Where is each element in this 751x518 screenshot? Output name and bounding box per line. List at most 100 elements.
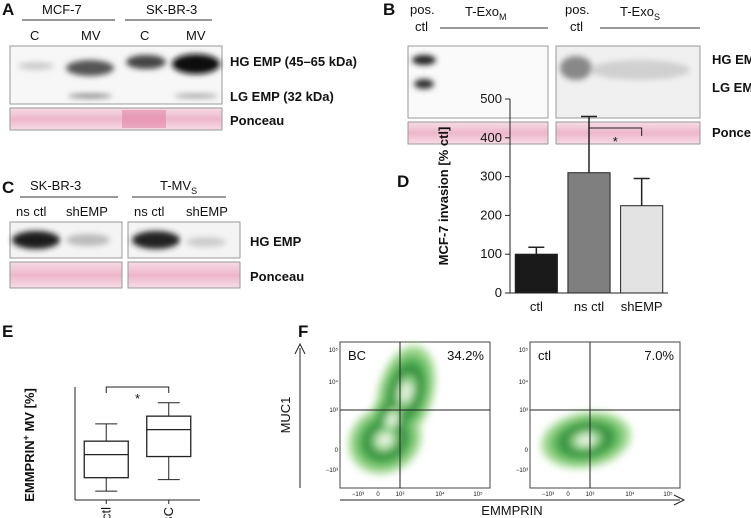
y-tick-label: 10³: [329, 408, 338, 414]
group-label: T-ExoM: [465, 4, 506, 22]
ponceau-lane: [122, 110, 166, 128]
plot-name: ctl: [538, 348, 551, 363]
group-label: SK-BR-3: [30, 178, 81, 193]
lane-label: MV: [81, 28, 101, 43]
lane-label: ctl: [415, 19, 428, 34]
y-axis-label-end: MV [%]: [22, 388, 37, 435]
group-name: T-Exo: [465, 4, 499, 19]
density-contour: [399, 381, 413, 403]
significance-bracket: [588, 127, 643, 136]
lane-label: C: [30, 28, 39, 43]
flow-plot: BC 34.2% −10³ −10³ 0 0 10³ 10³ 10⁴ 10⁴ 10⁵ 10⁵: [326, 341, 491, 498]
quadrant-percent: 7.0%: [644, 348, 674, 363]
y-tick-label: 10⁵: [519, 347, 529, 354]
panel-letter: A: [2, 0, 14, 19]
stain-label: Ponceau: [230, 113, 284, 128]
stain-label: Ponceau: [712, 125, 751, 140]
panel-c: C SK-BR-3 T-MVS ns ctl shEMP ns ctl shEM…: [2, 178, 304, 289]
group-label: SK-BR-3: [146, 2, 197, 17]
lane-label: C: [140, 28, 149, 43]
y-tick-label: 10⁴: [519, 379, 529, 386]
x-tick-label: 10³: [586, 492, 595, 498]
lane-label: ns ctl: [134, 204, 164, 219]
y-tick-label: 300: [480, 169, 502, 184]
density-contour: [386, 411, 398, 429]
y-axis-label: MUC1: [278, 397, 293, 434]
stain-label: Ponceau: [250, 269, 304, 284]
ponceau-strip: [9, 261, 123, 289]
group-label: MCF-7: [42, 2, 82, 17]
group-name: T-Exo: [620, 4, 654, 19]
significance-label: *: [135, 391, 140, 406]
x-tick-label: −10³: [352, 492, 364, 498]
x-tick-label: ctl: [98, 507, 113, 518]
lane-label: MV: [186, 28, 206, 43]
panel-a: A MCF-7 SK-BR-3 C MV C MV HG EMP (45–65 …: [2, 0, 357, 131]
x-tick-label: 0: [376, 492, 380, 498]
group-subscript: M: [499, 12, 507, 22]
y-axis-label: MCF-7 invasion [% ctl]: [436, 127, 451, 266]
y-axis-label-main: EMMPRIN: [22, 440, 37, 501]
significance-label: *: [613, 134, 618, 149]
group-label: T-MVS: [160, 178, 197, 196]
x-tick-label: 10⁵: [473, 491, 483, 498]
lane-label: shEMP: [66, 204, 108, 219]
bar: [514, 253, 558, 294]
ponceau-strip: [127, 261, 241, 289]
quadrant-percent: 34.2%: [447, 348, 484, 363]
bands: [412, 55, 690, 89]
y-tick-label: −10³: [326, 468, 338, 474]
y-tick-label: 400: [480, 130, 502, 145]
x-tick-label: 10⁴: [435, 491, 445, 498]
lane-label: shEMP: [186, 204, 228, 219]
panel-letter: E: [2, 322, 13, 341]
y-tick-label: 10⁴: [329, 379, 339, 386]
y-axis-label: EMMPRIN+ MV [%]: [21, 388, 37, 502]
x-tick-label: 10⁴: [625, 491, 635, 498]
band-label: HG EMP (45–65 kDa): [230, 54, 357, 69]
y-tick-label: 0: [525, 448, 529, 454]
density: [348, 345, 436, 474]
panel-letter: C: [2, 178, 14, 197]
x-tick-label: 10³: [396, 492, 405, 498]
x-tick-label: −10³: [542, 492, 554, 498]
bar: [620, 205, 664, 294]
panel-letter: F: [298, 322, 308, 341]
y-tick-label: −10³: [516, 468, 528, 474]
charts: D MCF-7 invasion [% ctl] 0 100 200 300 400 500 c…: [2, 91, 668, 518]
band-label: HG EMP: [250, 234, 302, 249]
x-axis-label: EMMPRIN: [481, 503, 542, 518]
bands: [18, 54, 220, 98]
y-tick-label: 0: [495, 285, 502, 300]
y-tick-label: 100: [480, 246, 502, 261]
bands: [12, 231, 226, 249]
y-tick-label: 200: [480, 207, 502, 222]
y-tick-label: 10³: [519, 408, 528, 414]
lane-label: pos.: [565, 2, 590, 17]
box: [83, 440, 129, 479]
ponceau-strip: [9, 107, 223, 131]
arrow-head: [673, 494, 686, 506]
lane-label: pos.: [410, 2, 435, 17]
x-tick-label: ctl: [530, 299, 543, 314]
band-label: LG EMP: [712, 80, 751, 95]
band-label: LG EMP (32 kDa): [230, 89, 334, 104]
panel-letter: B: [383, 0, 395, 19]
ponceau-strip: [407, 121, 549, 145]
band-label: HG EMP: [712, 52, 751, 67]
density-contour: [376, 432, 394, 448]
box: [146, 415, 192, 458]
density-contour: [576, 433, 596, 447]
panel-letter: D: [397, 172, 409, 191]
x-tick-label: 0: [566, 492, 570, 498]
bar: [567, 172, 611, 294]
lane-label: ctl: [570, 19, 583, 34]
group-name: T-MV: [160, 178, 191, 193]
y-tick-label: 10⁵: [329, 347, 339, 354]
density: [541, 411, 631, 469]
group-label: T-ExoS: [620, 4, 660, 22]
x-tick-label: 10⁵: [663, 491, 673, 498]
arrow-head: [294, 342, 306, 355]
panel-b: B pos. ctl T-ExoM pos. ctl T-ExoS HG EMP…: [383, 0, 751, 145]
